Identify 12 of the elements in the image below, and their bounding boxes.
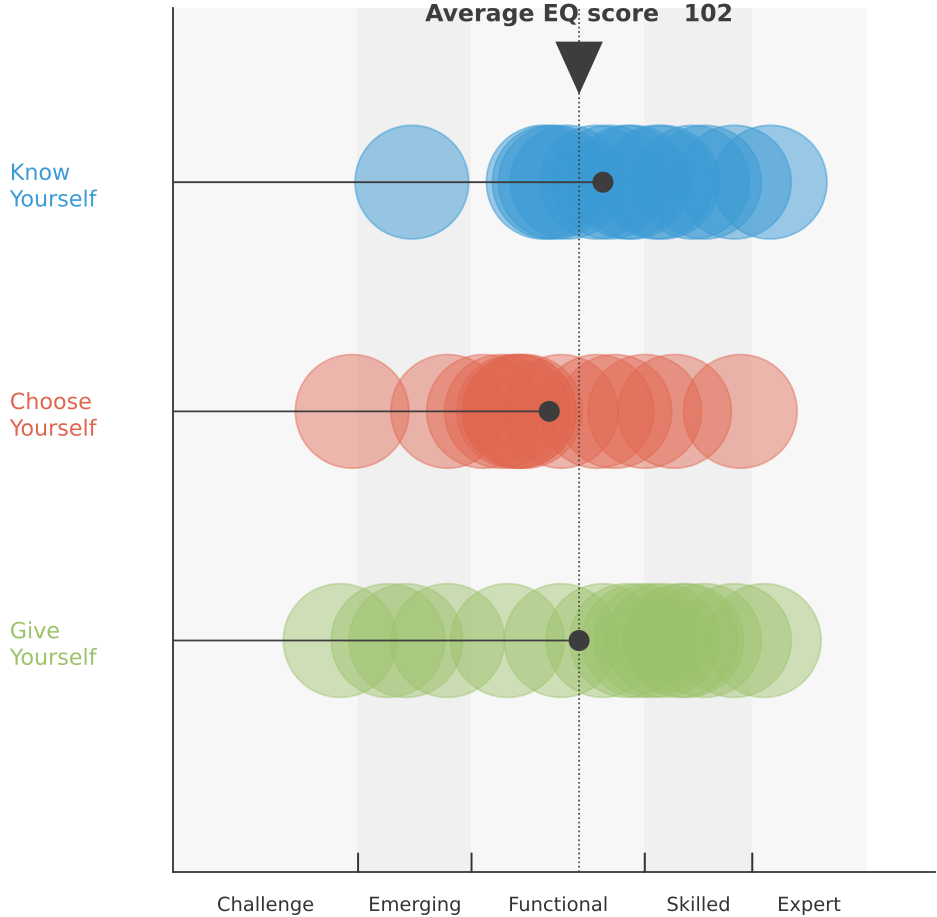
band-label: Emerging <box>370 896 460 916</box>
band-label: Functional <box>510 896 606 912</box>
y-tick-label: Choose Yourself <box>10 392 97 436</box>
band-label: Challenge <box>218 896 314 916</box>
y-tick-label: Know Yourself <box>10 164 97 207</box>
band-label: Skilled <box>668 896 729 912</box>
point <box>538 400 560 422</box>
y-tick-label: Give Yourself <box>10 621 97 666</box>
point <box>568 630 590 652</box>
ref-line-label: Average EQ score 102 <box>425 4 731 26</box>
point <box>592 172 614 193</box>
band-label: Expert <box>779 896 840 916</box>
